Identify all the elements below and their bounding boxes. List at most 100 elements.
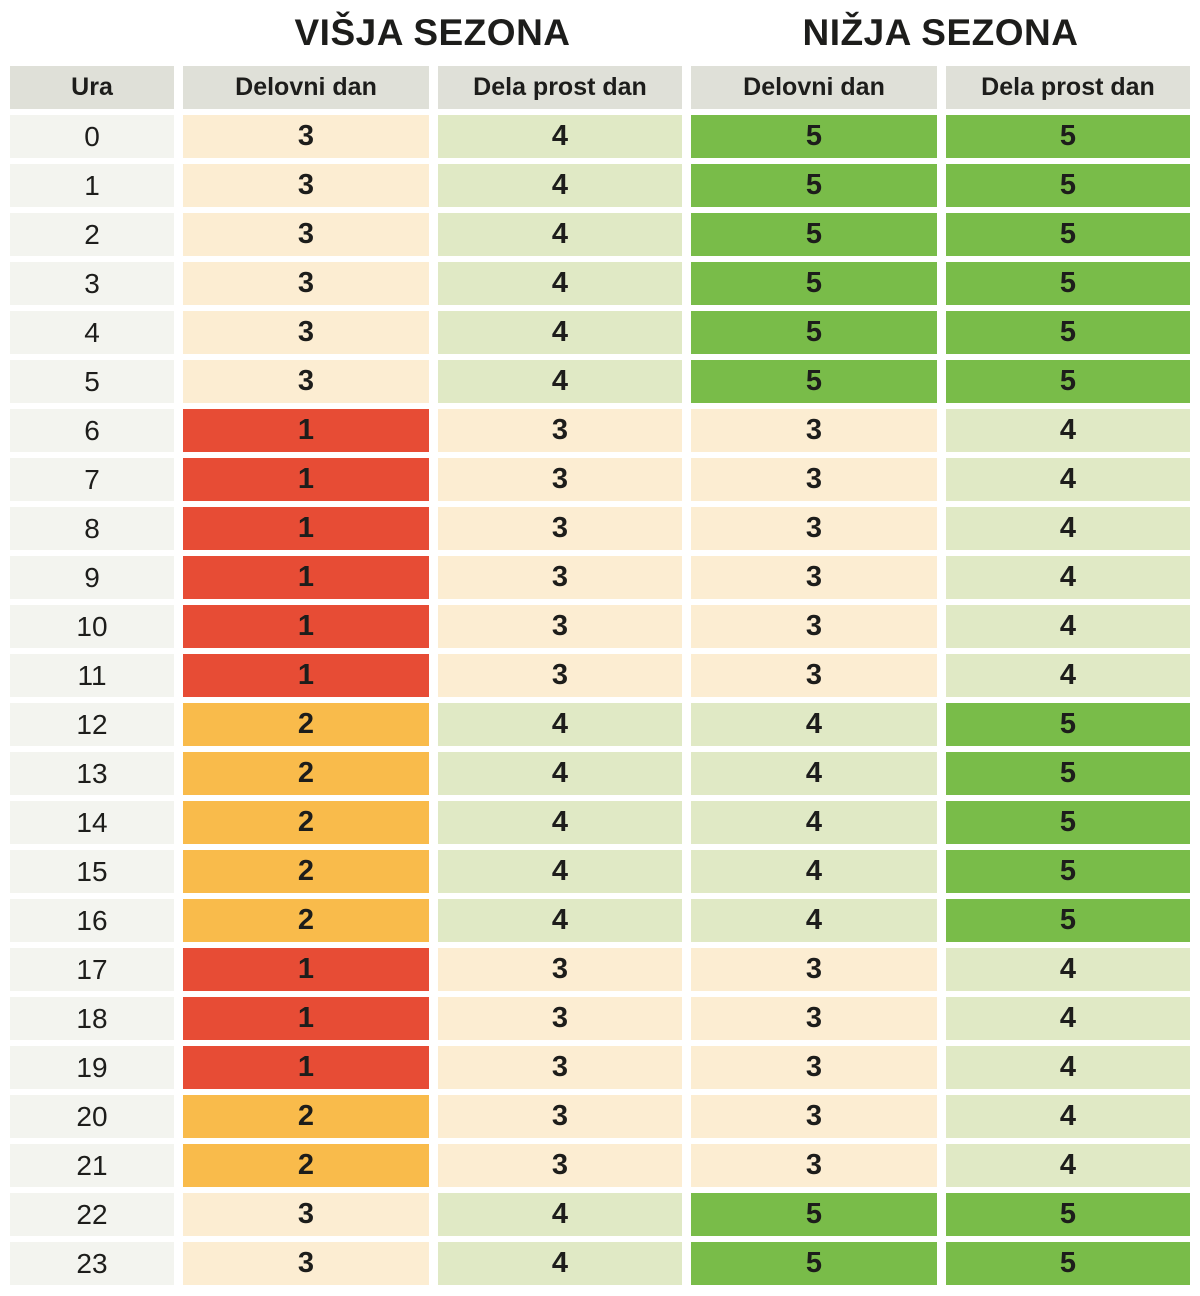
hour-cell: 20	[10, 1095, 174, 1138]
higher-season-free-day-block: 3	[438, 507, 682, 550]
higher-season-workday-block: 1	[183, 654, 429, 697]
lower-season-free-day-block: 5	[946, 360, 1190, 403]
lower-season-free-day-block: 4	[946, 605, 1190, 648]
higher-season-workday-block: 1	[183, 605, 429, 648]
lower-season-free-day-block: 4	[946, 507, 1190, 550]
lower-season-workday-block: 5	[691, 164, 937, 207]
hour-cell: 1	[10, 164, 174, 207]
lower-season-workday-block: 4	[691, 752, 937, 795]
hour-cell: 5	[10, 360, 174, 403]
hour-cell: 10	[10, 605, 174, 648]
hour-cell: 0	[10, 115, 174, 158]
higher-season-free-day-block: 4	[438, 899, 682, 942]
lower-season-free-day-block: 4	[946, 556, 1190, 599]
lower-season-workday-block: 3	[691, 507, 937, 550]
hour-cell: 15	[10, 850, 174, 893]
higher-season-workday-block: 1	[183, 409, 429, 452]
higher-season-free-day-block: 4	[438, 213, 682, 256]
higher-season-free-day-block: 3	[438, 458, 682, 501]
lower-season-title: NIŽJA SEZONA	[802, 12, 1079, 53]
higher-season-workday-block: 2	[183, 752, 429, 795]
hour-cell: 3	[10, 262, 174, 305]
higher-season-workday-block: 3	[183, 164, 429, 207]
higher-season-workday-block: 1	[183, 997, 429, 1040]
lower-season-free-day-block: 5	[946, 1193, 1190, 1236]
higher-season-workday-block: 2	[183, 899, 429, 942]
higher-season-free-day-block: 4	[438, 850, 682, 893]
lower-season-workday-block: 5	[691, 311, 937, 354]
lower-season-workday-block: 3	[691, 654, 937, 697]
lower-season-free-day-block: 5	[946, 164, 1190, 207]
lower-season-workday-block: 5	[691, 360, 937, 403]
higher-season-workday-block: 1	[183, 507, 429, 550]
hour-cell: 2	[10, 213, 174, 256]
lower-season-workday-block: 3	[691, 997, 937, 1040]
lower-season-workday-block: 3	[691, 556, 937, 599]
hour-cell: 22	[10, 1193, 174, 1236]
lower-season-free-day-block: 5	[946, 115, 1190, 158]
higher-season-workday-block: 3	[183, 115, 429, 158]
hour-cell: 11	[10, 654, 174, 697]
lower-season-workday-block: 3	[691, 1046, 937, 1089]
higher-season-free-day-block: 3	[438, 409, 682, 452]
hour-cell: 23	[10, 1242, 174, 1285]
season-titles-row: VIŠJA SEZONA NIŽJA SEZONA	[10, 0, 1190, 66]
higher-season-free-day-block: 4	[438, 311, 682, 354]
lower-season-free-day-block: 4	[946, 458, 1190, 501]
higher-season-workday-block: 2	[183, 703, 429, 746]
higher-season-workday-block: 3	[183, 1242, 429, 1285]
higher-season-workday-block: 3	[183, 360, 429, 403]
lower-season-free-day-block: 4	[946, 409, 1190, 452]
hour-cell: 6	[10, 409, 174, 452]
higher-season-workday-block: 2	[183, 850, 429, 893]
higher-season-free-day-block: 3	[438, 1046, 682, 1089]
hour-cell: 13	[10, 752, 174, 795]
hour-cell: 18	[10, 997, 174, 1040]
lower-season-workday-block: 4	[691, 703, 937, 746]
higher-season-free-day-block: 4	[438, 115, 682, 158]
hour-cell: 14	[10, 801, 174, 844]
higher-season-free-day-block: 4	[438, 1242, 682, 1285]
higher-season-title: VIŠJA SEZONA	[294, 12, 571, 53]
hour-cell: 8	[10, 507, 174, 550]
higher-season-workday-block: 2	[183, 1144, 429, 1187]
higher-season-free-day-block: 3	[438, 556, 682, 599]
lower-season-free-day-block: 4	[946, 997, 1190, 1040]
higher-season-workday-block: 3	[183, 1193, 429, 1236]
lower-season-workday-block: 3	[691, 458, 937, 501]
lower-season-workday-block: 5	[691, 262, 937, 305]
hour-cell: 16	[10, 899, 174, 942]
hour-cell: 19	[10, 1046, 174, 1089]
lower-season-free-day-block: 4	[946, 1144, 1190, 1187]
lower-season-free-day-block: 5	[946, 213, 1190, 256]
higher-season-workday-block: 1	[183, 556, 429, 599]
higher-season-free-day-block: 3	[438, 1144, 682, 1187]
lower-season-free-day-block: 4	[946, 948, 1190, 991]
higher-season-free-day-block: 3	[438, 997, 682, 1040]
higher-season-free-day-block: 3	[438, 605, 682, 648]
higher-season-free-day-block: 4	[438, 801, 682, 844]
higher-season-free-day-block: 3	[438, 1095, 682, 1138]
lower-season-workday-block: 5	[691, 1242, 937, 1285]
lower-season-free-day-block: 5	[946, 1242, 1190, 1285]
lower-season-workday-block: 3	[691, 1095, 937, 1138]
higher-season-workday-block: 3	[183, 262, 429, 305]
hour-cell: 9	[10, 556, 174, 599]
lower-season-free-day-block: 4	[946, 1095, 1190, 1138]
higher-season-workday-block: 3	[183, 311, 429, 354]
lower-season-workday-block: 3	[691, 1144, 937, 1187]
higher-season-workday-block: 2	[183, 801, 429, 844]
lower-season-free-day-block: 4	[946, 654, 1190, 697]
hour-cell: 12	[10, 703, 174, 746]
higher-season-free-day-block: 4	[438, 360, 682, 403]
higher-season-free-day-block: 4	[438, 752, 682, 795]
lower-season-free-day-block: 5	[946, 850, 1190, 893]
lower-season-free-day-block: 5	[946, 703, 1190, 746]
higher-season-free-day-block: 3	[438, 948, 682, 991]
higher-season-workday-block: 3	[183, 213, 429, 256]
lower-season-workday-block: 5	[691, 1193, 937, 1236]
lower-season-workday-block: 4	[691, 801, 937, 844]
lower-season-workday-block: 4	[691, 850, 937, 893]
higher-season-free-day-block: 3	[438, 654, 682, 697]
